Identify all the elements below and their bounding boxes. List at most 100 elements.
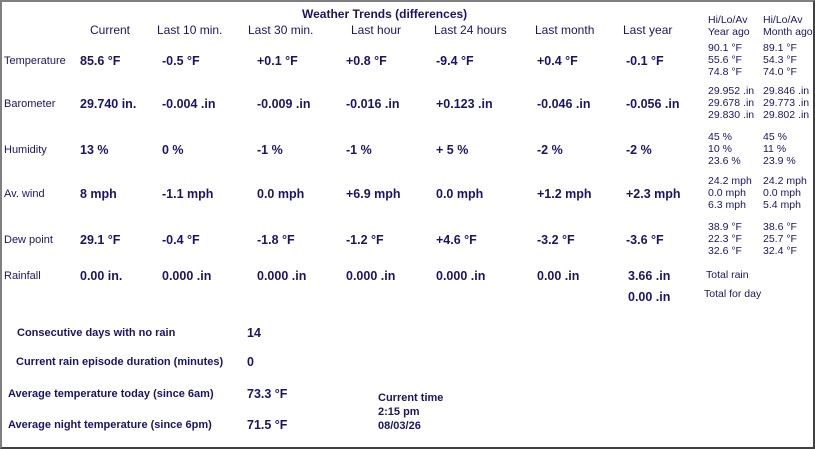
month-ago: 5.4 mph — [763, 199, 801, 211]
value: -3.6 °F — [626, 233, 664, 247]
month-ago: 23.9 % — [763, 155, 796, 167]
total-rain: Total rain — [706, 269, 749, 281]
summary-label: Consecutive days with no rain — [17, 327, 176, 339]
row-label: Rainfall — [4, 270, 41, 282]
value: +2.3 mph — [626, 187, 681, 201]
value: 0.00 in. — [80, 269, 123, 283]
current-date: 08/03/26 — [378, 420, 421, 432]
column-header: Last year — [623, 23, 673, 37]
year-ago: 24.2 mph — [708, 175, 752, 187]
summary-value: 0 — [247, 355, 254, 369]
month-ago: 32.4 °F — [763, 245, 797, 257]
year-ago: 29.830 .in — [708, 109, 755, 121]
year-ago: 55.6 °F — [708, 54, 742, 66]
row-label: Barometer — [4, 98, 56, 110]
value: -1.1 mph — [162, 187, 214, 201]
value: -2 % — [626, 143, 652, 157]
value: -2 % — [537, 143, 563, 157]
column-header: Current — [90, 23, 131, 37]
value: 0.000 .in — [162, 269, 212, 283]
year-ago: 74.8 °F — [708, 66, 742, 78]
year-ago: 23.6 % — [708, 155, 741, 167]
column-header: Last 10 min. — [157, 23, 223, 37]
value: 0 % — [162, 143, 184, 157]
value: +0.8 °F — [346, 54, 387, 68]
value: +6.9 mph — [346, 187, 401, 201]
month-ago: 29.773 .in — [763, 97, 810, 109]
value: 29.1 °F — [80, 233, 121, 247]
month-ago: 25.7 °F — [763, 233, 797, 245]
current-time-label: Current time — [378, 392, 444, 404]
value: -0.5 °F — [162, 54, 200, 68]
value: -9.4 °F — [436, 54, 474, 68]
value: 0.00 .in — [628, 290, 671, 304]
month-ago: 45 % — [763, 131, 787, 143]
value: 3.66 .in — [628, 269, 671, 283]
value: -1.8 °F — [257, 233, 295, 247]
summary-value: 14 — [247, 326, 261, 340]
row-label: Humidity — [4, 144, 47, 156]
year-ago: 6.3 mph — [708, 199, 746, 211]
value: -0.1 °F — [626, 54, 664, 68]
month-ago: 38.6 °F — [763, 221, 797, 233]
value: -1 % — [257, 143, 283, 157]
value: +4.6 °F — [436, 233, 477, 247]
year-ago: 32.6 °F — [708, 245, 742, 257]
year-ago: 38.9 °F — [708, 221, 742, 233]
summary-label: Average night temperature (since 6pm) — [8, 419, 212, 431]
current-time: 2:15 pm — [378, 406, 420, 418]
value: 85.6 °F — [80, 54, 121, 68]
month-ago: 29.846 .in — [763, 85, 810, 97]
hilo-header: Hi/Lo/Av — [763, 14, 803, 26]
year-ago: 45 % — [708, 131, 732, 143]
summary-label: Average temperature today (since 6am) — [8, 388, 214, 400]
value: +0.4 °F — [537, 54, 578, 68]
value: -0.4 °F — [162, 233, 200, 247]
value: 8 mph — [80, 187, 117, 201]
year-ago: 29.952 .in — [708, 85, 755, 97]
value: 0.00 .in — [537, 269, 580, 283]
year-ago: 0.0 mph — [708, 187, 746, 199]
value: 29.740 in. — [80, 97, 137, 111]
value: -0.046 .in — [537, 97, 591, 111]
value: 13 % — [80, 143, 109, 157]
value: -1 % — [346, 143, 372, 157]
hilo-header: Year ago — [708, 26, 750, 38]
column-header: Last hour — [351, 23, 402, 37]
total-for-day: Total for day — [704, 288, 762, 300]
value: -0.009 .in — [257, 97, 311, 111]
month-ago: 89.1 °F — [763, 42, 797, 54]
year-ago: 10 % — [708, 143, 732, 155]
value: -3.2 °F — [537, 233, 575, 247]
value: 0.0 mph — [436, 187, 484, 201]
summary-value: 71.5 °F — [247, 418, 288, 432]
value: +1.2 mph — [537, 187, 592, 201]
column-header: Last 30 min. — [248, 23, 314, 37]
month-ago: 74.0 °F — [763, 66, 797, 78]
month-ago: 29.802 .in — [763, 109, 810, 121]
value: +0.123 .in — [436, 97, 493, 111]
value: -0.004 .in — [162, 97, 216, 111]
month-ago: 11 % — [763, 143, 787, 155]
month-ago: 24.2 mph — [763, 175, 807, 187]
value: 0.000 .in — [257, 269, 307, 283]
month-ago: 0.0 mph — [763, 187, 801, 199]
value: +0.1 °F — [257, 54, 298, 68]
year-ago: 90.1 °F — [708, 42, 742, 54]
summary-value: 73.3 °F — [247, 387, 288, 401]
month-ago: 54.3 °F — [763, 54, 797, 66]
value: 0.0 mph — [257, 187, 305, 201]
value: 0.000 .in — [346, 269, 396, 283]
title: Weather Trends (differences) — [302, 7, 468, 21]
value: 0.000 .in — [436, 269, 486, 283]
row-label: Temperature — [4, 55, 66, 67]
year-ago: 22.3 °F — [708, 233, 742, 245]
value: -0.016 .in — [346, 97, 400, 111]
hilo-header: Month ago — [763, 26, 813, 38]
column-header: Last month — [535, 23, 595, 37]
year-ago: 29.678 .in — [708, 97, 755, 109]
summary-label: Current rain episode duration (minutes) — [16, 356, 224, 368]
value: -1.2 °F — [346, 233, 384, 247]
row-label: Av. wind — [4, 188, 45, 200]
